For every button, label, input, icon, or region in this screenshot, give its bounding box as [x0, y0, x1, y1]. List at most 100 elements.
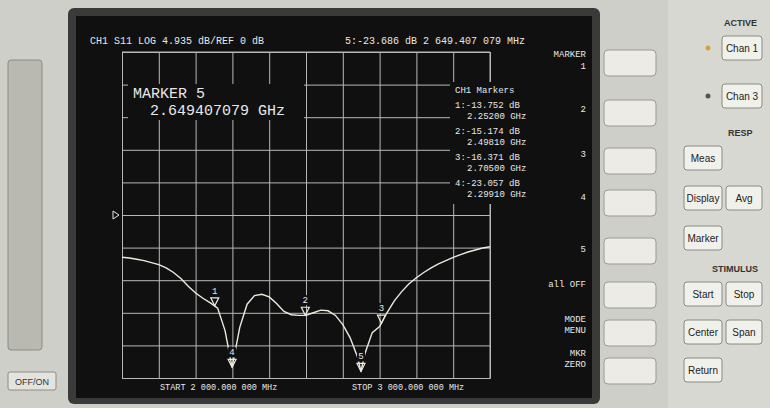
header-active-marker: 5:-23.686 dB 2 649.407 079 MHz [345, 36, 525, 47]
header-title: CH1 S11 LOG 4.935 dB/REF 0 dB [90, 36, 264, 47]
marker-symbol [228, 359, 236, 367]
panel-button-label[interactable]: Meas [691, 153, 715, 164]
marker-label: 1 [212, 287, 217, 297]
marker-symbol [301, 307, 309, 315]
marker-labels: 1 2 3 4 5 [211, 286, 386, 363]
y-tick [122, 378, 490, 379]
marker-label: 3 [379, 304, 384, 314]
softkey-label: 5 [581, 245, 586, 255]
frame-top [122, 52, 490, 53]
softkey-button[interactable] [604, 190, 656, 216]
panel-label: ACTIVE [724, 18, 757, 28]
led [706, 46, 711, 51]
panel-button[interactable] [684, 146, 722, 170]
panel-button[interactable] [684, 186, 722, 210]
panel-button[interactable] [722, 84, 762, 108]
s11-trace [122, 247, 490, 372]
softkey-label: 1 [581, 62, 586, 72]
softkey-label-line: MKR [570, 349, 587, 359]
panel-button[interactable] [726, 282, 762, 306]
front-panel [668, 0, 770, 408]
y-tick [122, 248, 490, 249]
y-grid-line [122, 280, 490, 281]
marker-symbol [357, 363, 365, 371]
softkey-button[interactable] [604, 50, 656, 76]
marker-list-value: 3:-16.371 dB [455, 153, 520, 163]
screen [76, 16, 592, 398]
marker-label: 5 [358, 352, 363, 362]
reference-indicator [113, 211, 119, 219]
marker-label: 2 [303, 296, 308, 306]
marker-label-patch [357, 351, 365, 361]
softkey-button[interactable] [604, 148, 656, 174]
readout-patch [128, 84, 304, 120]
marker-symbol [377, 315, 385, 323]
power-switch[interactable] [8, 372, 56, 390]
panel-button-label[interactable]: Chan 1 [726, 43, 759, 54]
marker-list-freq: 2.49810 GHz [467, 138, 526, 148]
panel-button[interactable] [684, 226, 722, 250]
panel-button-label[interactable]: Span [732, 327, 755, 338]
marker-list-value: 1:-13.752 dB [455, 101, 520, 111]
marker-list-freq: 2.25200 GHz [467, 112, 526, 122]
softkey-label: MARKER [554, 50, 587, 60]
drive-slot [8, 60, 42, 350]
panel-button-label[interactable]: Return [688, 365, 718, 376]
marker-label-patch [228, 347, 236, 357]
marker-readout-title: MARKER 5 [133, 86, 205, 103]
marker-list-freq: 2.70500 GHz [467, 164, 526, 174]
panel-button[interactable] [684, 282, 722, 306]
y-tick [122, 182, 490, 183]
panel-button[interactable] [722, 36, 762, 60]
panel-button[interactable] [726, 186, 762, 210]
softkey-button[interactable] [604, 320, 656, 346]
softkey-label: MODEMENU [564, 315, 586, 336]
softkey-label-line: MENU [564, 326, 586, 336]
marker-label: 4 [229, 348, 234, 358]
softkey-label: 2 [581, 105, 586, 115]
y-grid-line [122, 248, 490, 249]
marker-label-patch [301, 295, 309, 305]
power-label[interactable]: OFF/ON [15, 377, 49, 387]
y-grid-line [122, 378, 490, 379]
y-grid-line [122, 182, 490, 183]
led [706, 94, 711, 99]
softkey-button[interactable] [604, 238, 656, 264]
softkey-label: all OFF [548, 280, 586, 290]
marker-list-value: 2:-15.174 dB [455, 127, 520, 137]
softkey-button[interactable] [604, 358, 656, 384]
softkey-label: 3 [581, 150, 586, 160]
y-tick [122, 52, 490, 53]
panel-button-label[interactable]: Marker [687, 233, 719, 244]
y-tick [122, 345, 490, 346]
panel-button-label[interactable]: Center [688, 327, 719, 338]
y-grid-line [122, 345, 490, 346]
screen-bezel [68, 8, 600, 404]
y-axis-line [123, 53, 491, 379]
panel-button-label[interactable]: Avg [735, 193, 752, 204]
panel-button-label[interactable]: Start [692, 289, 713, 300]
panel-button[interactable] [684, 320, 722, 344]
x-axis [123, 52, 491, 379]
marker-symbol [211, 298, 219, 306]
softkey-button[interactable] [604, 100, 656, 126]
softkey-button[interactable] [604, 282, 656, 308]
page: 1 2 3 4 5 CH1 S11 LOG 4.935 dB/REF 0 dB 5:-23.… [0, 0, 770, 408]
marker-label-patch [211, 286, 219, 296]
panel-button-label[interactable]: Display [687, 193, 720, 204]
marker-list-title: CH1 Markers [455, 86, 514, 96]
panel-button[interactable] [726, 320, 762, 344]
instrument-body [0, 0, 770, 408]
y-grid-line [122, 215, 490, 216]
panel-button-label[interactable]: Stop [734, 289, 755, 300]
y-grid-line [122, 150, 490, 151]
y-axis [122, 53, 490, 379]
panel-label: RESP [728, 128, 753, 138]
marker-list-value: 4:-23.057 dB [455, 179, 520, 189]
stop-label: STOP 3 000.000 000 MHz [352, 383, 464, 393]
y-tick [122, 150, 490, 151]
y-grid-line [122, 52, 490, 53]
panel-button[interactable] [684, 358, 722, 382]
panel-button-label[interactable]: Chan 3 [726, 91, 759, 102]
x-axis-line [123, 52, 491, 379]
